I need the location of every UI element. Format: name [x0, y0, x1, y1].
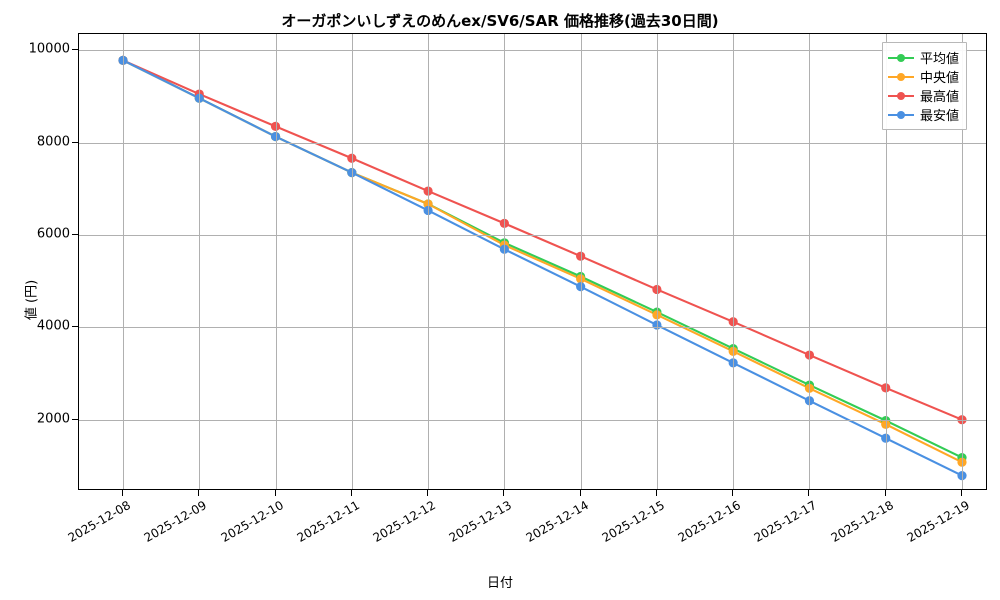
x-axis-label: 日付	[486, 576, 513, 591]
legend-label: 最安値	[920, 109, 960, 124]
series-lines	[118, 55, 967, 481]
gridline-vertical	[351, 34, 353, 489]
x-tick-mark	[655, 490, 657, 496]
legend-marker-icon	[888, 90, 914, 102]
data-point-marker[interactable]	[804, 350, 815, 360]
gridline-horizontal	[79, 419, 986, 421]
chart-title: オーガポンいしずえのめんex/SV6/SAR 価格推移(過去30日間)	[281, 12, 719, 30]
series-line	[121, 59, 964, 464]
gridline-vertical	[962, 34, 963, 489]
legend-item-4[interactable]: 最安値	[888, 105, 959, 124]
legend-label: 平均値	[920, 52, 960, 67]
plot-area	[78, 33, 987, 490]
x-tick-mark	[274, 490, 276, 496]
legend-item-2[interactable]: 中央値	[888, 67, 959, 86]
x-tick-mark	[732, 490, 734, 496]
data-point-marker[interactable]	[804, 396, 815, 406]
y-tick-mark	[71, 49, 78, 51]
x-tick-label: 2025-12-18	[828, 498, 896, 545]
x-tick-label: 2025-12-16	[675, 498, 744, 545]
y-tick-label: 4000	[36, 318, 70, 334]
x-tick-label: 2025-12-15	[599, 498, 667, 545]
x-tick-label: 2025-12-08	[65, 498, 133, 545]
x-tick-mark	[961, 490, 962, 496]
x-tick-mark	[198, 490, 200, 496]
series-line	[121, 59, 964, 477]
gridline-vertical	[504, 34, 506, 489]
x-tick-label: 2025-12-13	[446, 498, 515, 545]
gridline-vertical	[809, 34, 811, 489]
x-tick-label: 2025-12-19	[904, 498, 972, 545]
gridline-horizontal	[79, 50, 986, 52]
legend-item-1[interactable]: 平均値	[888, 48, 959, 67]
x-tick-label: 2025-12-12	[370, 498, 439, 545]
y-tick-label: 2000	[36, 411, 70, 427]
gridline-vertical	[580, 34, 582, 489]
legend-marker-icon	[888, 109, 914, 121]
gridline-horizontal	[79, 234, 986, 236]
gridline-vertical	[123, 34, 124, 489]
data-point-marker[interactable]	[804, 383, 815, 393]
y-tick-label: 6000	[36, 226, 70, 242]
y-tick-label: 8000	[36, 134, 70, 150]
gridline-vertical	[275, 34, 277, 489]
y-tick-mark	[71, 141, 78, 143]
legend-item-3[interactable]: 最高値	[888, 86, 959, 105]
gridline-vertical	[656, 34, 658, 489]
y-tick-mark	[71, 418, 78, 420]
x-tick-label: 2025-12-09	[141, 498, 210, 545]
y-tick-label: 10000	[28, 41, 70, 57]
legend-label: 最高値	[920, 90, 960, 105]
y-axis-label: 値 (円)	[24, 279, 40, 321]
x-tick-mark	[503, 490, 505, 496]
x-tick-label: 2025-12-14	[523, 498, 591, 545]
x-tick-label: 2025-12-10	[218, 498, 286, 545]
x-tick-label: 2025-12-11	[294, 498, 362, 545]
gridline-vertical	[428, 34, 430, 489]
gridline-vertical	[885, 34, 887, 489]
x-tick-mark	[884, 490, 886, 496]
legend-label: 中央値	[920, 71, 960, 86]
x-tick-mark	[579, 490, 581, 496]
gridline-vertical	[199, 34, 201, 489]
chart-legend[interactable]: 平均値中央値最高値最安値	[882, 42, 968, 130]
x-tick-mark	[808, 490, 810, 496]
legend-marker-icon	[888, 52, 914, 64]
series-line	[121, 59, 964, 459]
x-tick-mark	[427, 490, 429, 496]
gridline-vertical	[733, 34, 735, 489]
gridline-horizontal	[79, 142, 986, 144]
series-line	[121, 59, 964, 421]
legend-marker-icon	[888, 71, 914, 83]
y-tick-mark	[71, 326, 78, 328]
gridline-horizontal	[79, 327, 986, 329]
x-tick-label: 2025-12-17	[752, 498, 820, 545]
y-tick-mark	[71, 233, 78, 235]
x-tick-mark	[122, 490, 123, 496]
x-tick-mark	[350, 490, 352, 496]
